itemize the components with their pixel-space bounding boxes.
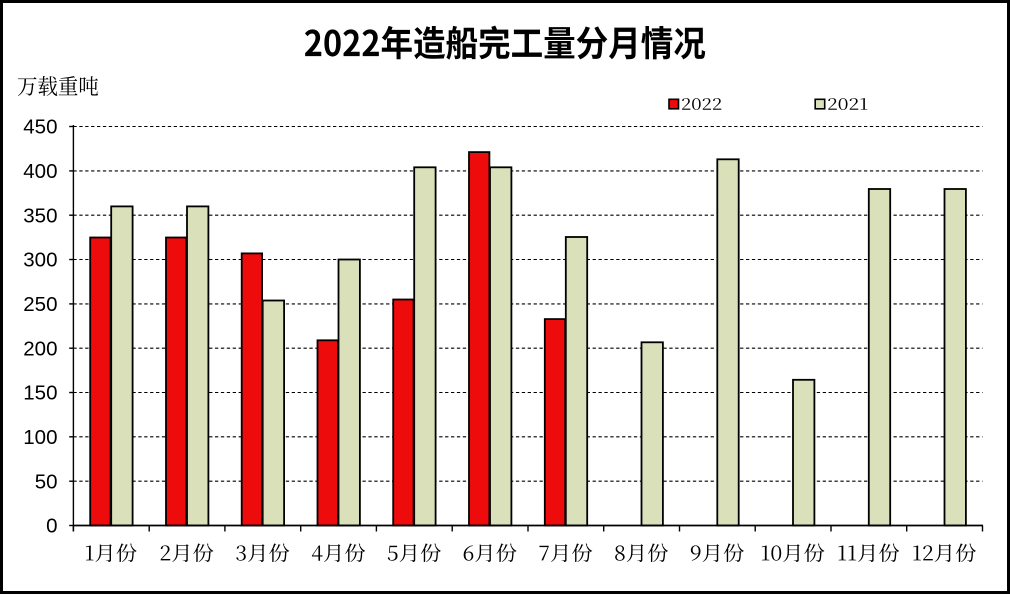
- svg-text:400: 400: [23, 160, 57, 183]
- svg-text:50: 50: [35, 470, 58, 493]
- svg-text:350: 350: [23, 204, 57, 227]
- svg-text:200: 200: [23, 337, 57, 360]
- svg-text:0: 0: [46, 515, 57, 538]
- svg-text:450: 450: [23, 116, 57, 139]
- svg-text:100: 100: [23, 426, 57, 449]
- svg-text:150: 150: [23, 382, 57, 405]
- svg-text:250: 250: [23, 293, 57, 316]
- svg-text:300: 300: [23, 249, 57, 272]
